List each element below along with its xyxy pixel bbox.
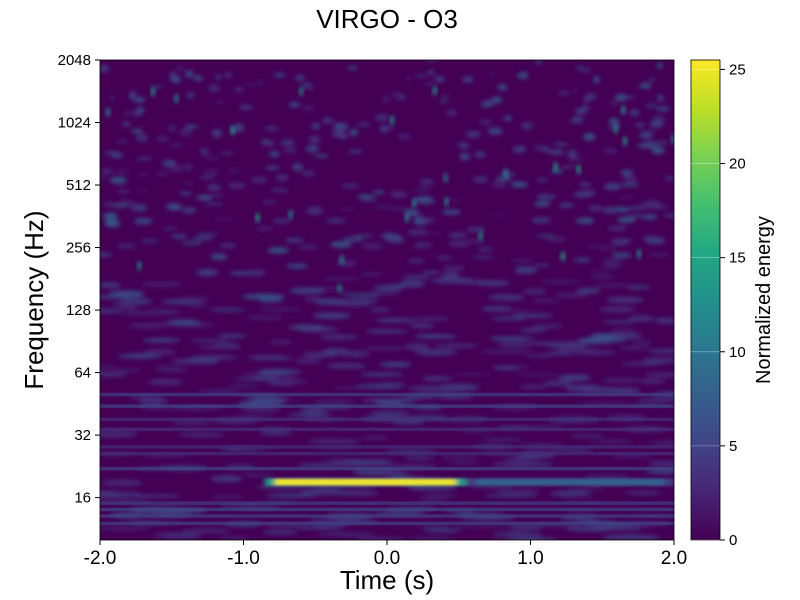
noise-blip xyxy=(389,115,395,126)
x-axis: -2.0 -1.0 0.0 1.0 2.0 xyxy=(84,540,687,569)
noise-blip xyxy=(288,209,294,220)
noise-blip xyxy=(411,198,417,208)
low-freq-stripe xyxy=(100,392,674,397)
spectrogram-texture xyxy=(100,60,674,540)
colorbar-gradient xyxy=(690,59,721,541)
noise-blip xyxy=(576,164,581,175)
colorbar-tick-label: 20 xyxy=(729,156,746,173)
noise-blip xyxy=(404,212,410,223)
noise-blip xyxy=(105,107,111,118)
colorbar-label: Normalized energy xyxy=(753,216,775,384)
noise-blip xyxy=(444,196,449,207)
low-freq-stripe xyxy=(100,427,674,432)
low-freq-stripe xyxy=(100,451,674,456)
noise-blip xyxy=(553,161,559,172)
noise-blip xyxy=(478,230,484,241)
noise-blip xyxy=(503,168,509,179)
plot-area xyxy=(99,59,675,541)
y-tick-label: 128 xyxy=(66,302,91,319)
noise-blip xyxy=(620,105,626,115)
low-freq-stripe xyxy=(100,404,674,408)
y-tick-label: 16 xyxy=(74,490,91,507)
noise-blip xyxy=(670,134,674,145)
colorbar-tick-label: 10 xyxy=(729,344,746,361)
noise-blip xyxy=(255,212,261,223)
low-freq-stripe xyxy=(100,466,674,471)
x-axis-label: Time (s) xyxy=(340,565,434,595)
low-freq-stripe xyxy=(100,521,674,526)
noise-blip xyxy=(622,136,628,147)
noise-blip xyxy=(432,85,438,96)
noise-blip xyxy=(173,93,179,104)
colorbar-ticks: 0 5 10 15 20 25 xyxy=(691,61,746,549)
low-freq-stripe xyxy=(100,417,674,422)
y-tick-label: 256 xyxy=(66,240,91,257)
y-tick-label: 32 xyxy=(74,427,91,444)
noise-blip xyxy=(298,86,304,97)
y-tick-label: 2048 xyxy=(58,52,91,69)
noise-blip xyxy=(230,125,236,136)
noise-blip xyxy=(636,248,642,259)
y-axis-label: Frequency (Hz) xyxy=(19,210,49,389)
x-tick-label: 0.0 xyxy=(374,548,400,569)
low-freq-stripe xyxy=(100,501,674,505)
chart-title: VIRGO - O3 xyxy=(316,4,458,34)
x-tick-label: -2.0 xyxy=(84,548,117,569)
x-tick-label: -1.0 xyxy=(227,548,260,569)
signal-band-tail xyxy=(475,479,664,486)
noise-blip xyxy=(443,172,449,183)
low-freq-stripe xyxy=(100,445,674,449)
colorbar-tick-label: 0 xyxy=(729,532,737,549)
colorbar-tick-label: 25 xyxy=(729,61,746,78)
x-tick-label: 1.0 xyxy=(517,548,543,569)
y-tick-label: 512 xyxy=(66,177,91,194)
signal-band xyxy=(265,478,674,487)
signal-band-core xyxy=(275,479,456,486)
low-freq-stripe xyxy=(100,514,674,518)
noise-blip xyxy=(150,86,156,97)
colorbar-tick-label: 15 xyxy=(729,250,746,267)
noise-blip xyxy=(560,251,566,262)
noise-blip xyxy=(337,283,343,294)
y-axis: 16 32 64 128 256 512 1024 2048 xyxy=(58,52,100,507)
colorbar: 0 5 10 15 20 25 Normalized energy xyxy=(690,59,775,549)
y-tick-label: 64 xyxy=(74,365,91,382)
low-freq-stripe xyxy=(100,507,674,512)
noise-blip xyxy=(613,124,619,135)
noise-blip xyxy=(136,260,142,271)
colorbar-tick-label: 5 xyxy=(729,438,737,455)
x-tick-label: 2.0 xyxy=(661,548,687,569)
y-tick-label: 1024 xyxy=(58,115,91,132)
noise-blip xyxy=(339,254,345,265)
